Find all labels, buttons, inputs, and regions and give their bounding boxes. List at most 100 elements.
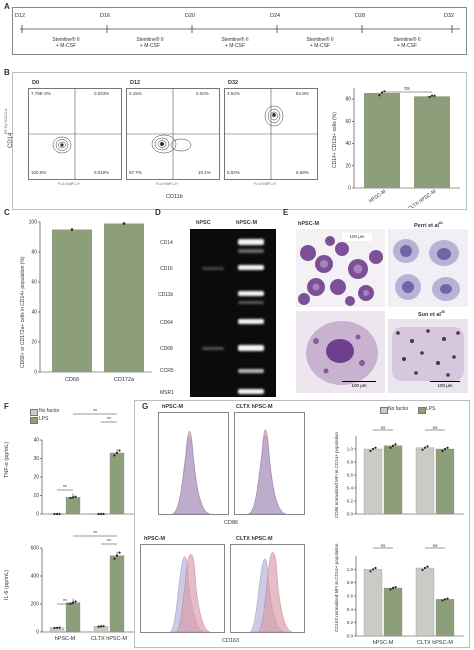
hist-bot-title-1: hPSC-M bbox=[144, 536, 166, 542]
gene-cd11b: CD11b bbox=[158, 292, 174, 298]
q-ul-d32: 3.54% bbox=[227, 91, 240, 96]
chart-c-ytick-label: 0 bbox=[34, 370, 37, 376]
chart-f-top-point bbox=[71, 496, 75, 499]
hist-top-title-1: hPSC-M bbox=[162, 404, 184, 410]
chart-g-bot-bar bbox=[435, 599, 455, 637]
chart-c-ylabel: CD68+ or CD172a+ cells in CD14+ populati… bbox=[20, 256, 26, 368]
chart-f-bot-point bbox=[74, 600, 77, 603]
chart-b-point bbox=[433, 94, 436, 97]
micro-title-perri: Perri et al61 bbox=[414, 221, 443, 229]
q-lr-d0: 0.018% bbox=[94, 170, 110, 175]
legend-f-nofactor: No factor bbox=[39, 408, 60, 414]
chart-g-top-ytick-label: 1.0 bbox=[347, 447, 354, 452]
chart-f-top-ytick-label: 30 bbox=[33, 456, 39, 462]
q-ul-d12: 0.15% bbox=[129, 91, 142, 96]
chart-f-bot-point bbox=[58, 626, 61, 629]
chart-b-bar bbox=[364, 93, 400, 188]
chart-b-point bbox=[380, 91, 384, 94]
chart-f-top-sig: ** bbox=[63, 485, 67, 491]
medium-label-4: Stemline® II + M-CSF bbox=[306, 37, 334, 49]
day-label-5: D28 bbox=[355, 13, 366, 19]
chart-g-bot-xtick-label: CLTX hPSC-M bbox=[417, 640, 453, 646]
legend-g-right-nofactor: No factor bbox=[388, 406, 409, 412]
chart-g-top-ns: ns bbox=[433, 425, 439, 430]
chart-g-top-bar bbox=[363, 448, 383, 515]
day-label-1: D12 bbox=[15, 13, 26, 19]
micro-cells-2 bbox=[393, 239, 460, 301]
chart-f-top-point bbox=[115, 451, 119, 455]
chart-b-ytick-label: 20 bbox=[345, 163, 351, 169]
contour-d12 bbox=[151, 134, 192, 154]
chart-f-bot-xtick-label: hPSC-M bbox=[55, 636, 76, 642]
chart-b-ytick-label: 0 bbox=[348, 186, 351, 192]
micro-image-perri bbox=[388, 229, 468, 307]
panel-label-b: B bbox=[4, 68, 10, 77]
chart-f-top-ytick-label: 0 bbox=[36, 512, 39, 518]
legend-g-right-swatch-nofactor bbox=[380, 407, 388, 414]
chart-f-top-ytick-label: 10 bbox=[33, 493, 39, 499]
panel-g-box bbox=[134, 400, 470, 648]
contour-d32 bbox=[264, 105, 284, 127]
chart-g-bot-bar bbox=[415, 567, 435, 637]
flow-plot-d32-svg bbox=[224, 88, 318, 180]
chart-b-ytick-label: 40 bbox=[345, 141, 351, 147]
chart-f-bot-xtick-label: CLTX hPSC-M bbox=[91, 636, 127, 642]
q-ur-d0: 0.023% bbox=[94, 91, 110, 96]
chart-g-top-ytick-label: 0.6 bbox=[347, 473, 354, 478]
chart-f-bot-ytick-label: 400 bbox=[31, 574, 40, 580]
chart-f-bot-sig: ** bbox=[93, 531, 97, 537]
chart-b-xtick-label: CLTX hPSC-M bbox=[407, 189, 437, 208]
medium-label-3: Stemline® II + M-CSF bbox=[221, 37, 249, 49]
chart-g-top-ytick-label: 0.0 bbox=[347, 512, 354, 517]
chart-c-ytick-label: 40 bbox=[31, 310, 37, 316]
chart-g-right: 0.0 0.2 0.4 0.6 0.8 1.0 ns ns 0.0 0.2 0.4 0.6 0.8 1.0… bbox=[347, 425, 464, 646]
chart-f-top-point bbox=[113, 454, 116, 457]
day-label-2: D16 bbox=[100, 13, 111, 19]
scale-bar-2-line bbox=[342, 381, 376, 382]
chart-g-bot-bar bbox=[383, 587, 403, 637]
gel-image bbox=[190, 229, 276, 397]
hist-top bbox=[158, 412, 305, 515]
chart-g-bot-point bbox=[391, 586, 395, 590]
chart-c-ytick-label: 20 bbox=[31, 340, 37, 346]
chart-g-bot-point bbox=[371, 568, 375, 571]
chart-f-top-sig: ** bbox=[107, 417, 111, 423]
chart-f-bot-point bbox=[113, 557, 116, 560]
chart-f-top-point bbox=[53, 512, 56, 516]
chart-f-top-bar bbox=[65, 497, 81, 515]
chart-f-bot-ytick-label: 0 bbox=[36, 630, 39, 636]
chart-g-bot-point bbox=[389, 588, 392, 591]
chart-c-bar bbox=[104, 223, 144, 372]
chart-b-point bbox=[378, 94, 381, 97]
inner-xlabel-2: FL4-H/APC-H bbox=[156, 182, 178, 186]
hist-bot-title-2: CLTX hPSC-M bbox=[236, 536, 273, 542]
medium-label-5: Stemline® II + M-CSF bbox=[393, 37, 421, 49]
chart-c-ytick-label: 60 bbox=[31, 280, 37, 286]
q-lr-d32: 6.59% bbox=[296, 170, 309, 175]
chart-f-bot-point bbox=[118, 551, 121, 554]
chart-g-top-point bbox=[426, 445, 429, 448]
chart-f-bot-ylabel: IL-6 (pg/mL) bbox=[4, 570, 10, 600]
chart-g-bot-point bbox=[374, 566, 377, 570]
scale-bar-2: 100 μm bbox=[351, 383, 367, 388]
flow-plot-d0: 7.79E-3% 0.023% 100.0% 0.018% bbox=[28, 88, 122, 180]
chart-g-top-point bbox=[441, 449, 444, 453]
chart-f-top-point bbox=[74, 495, 77, 498]
chart-f: 0 10 20 30 40 ** ** ** 0 200 400 600 hPSC-M CLTX hPSC… bbox=[31, 409, 134, 642]
chart-f-top-bar bbox=[109, 452, 125, 515]
medium-label-1: Stemline® II + M-CSF bbox=[52, 37, 80, 49]
gel-col-hpsc: hPSC bbox=[196, 220, 211, 226]
hist-bot-xlabel: CD163 bbox=[222, 638, 240, 644]
chart-f-top-point bbox=[97, 512, 100, 516]
chart-g-bot-ytick-label: 0.6 bbox=[347, 594, 354, 599]
contour-d0 bbox=[52, 136, 72, 154]
chart-c: 0 20 40 60 80 100 CD68 CD172a bbox=[29, 220, 152, 383]
panel-label-f: F bbox=[4, 402, 9, 411]
chart-f-top-ylabel: TNF-α (pg/mL) bbox=[4, 441, 10, 478]
hist-bot-left bbox=[140, 544, 225, 633]
chart-g-top-ylabel: CD86 normalized MFI in CD14+ population bbox=[334, 432, 339, 518]
chart-c-point bbox=[122, 222, 126, 225]
chart-g-bot-ytick-label: 1.0 bbox=[347, 567, 354, 572]
q-lr-d12: 10.1% bbox=[198, 170, 211, 175]
panel-label-d: D bbox=[155, 208, 161, 217]
